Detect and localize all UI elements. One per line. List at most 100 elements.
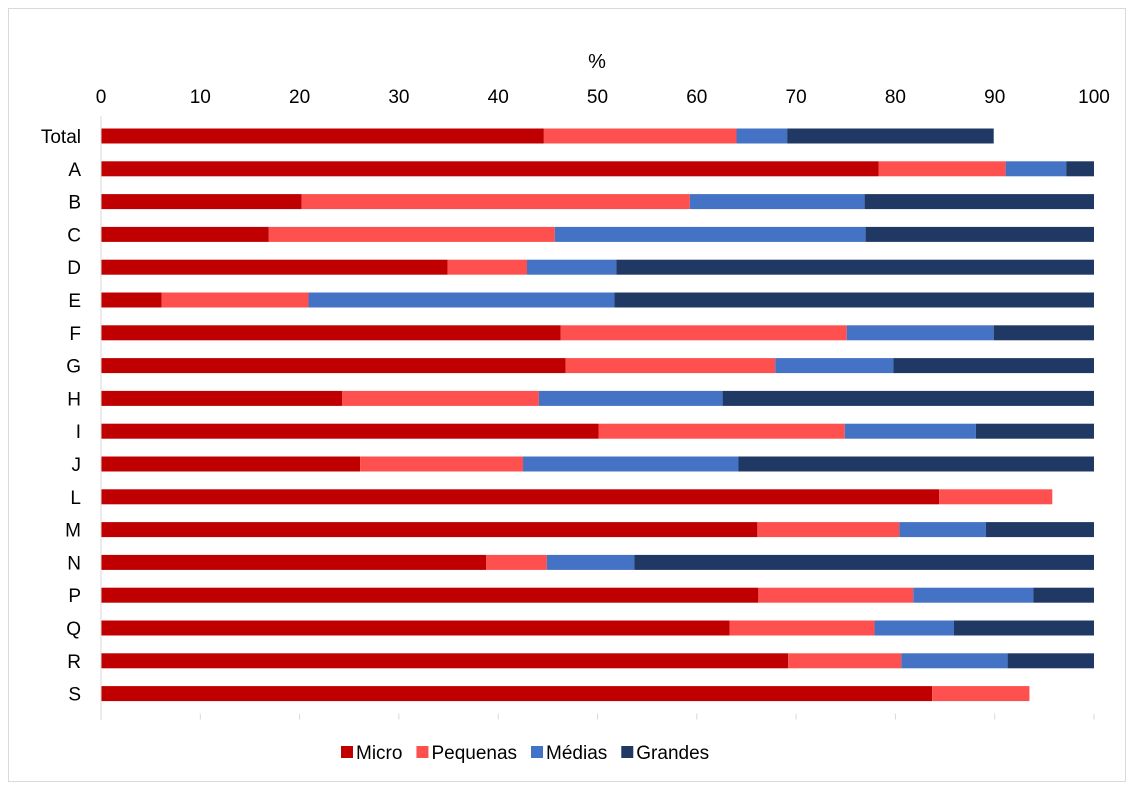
stacked-bar-chart: % 0 10 20 30 40 50 60 70 80 90 100 Total ABCDEFGHIJ… (41, 51, 1110, 764)
bar-segment-pequenas (268, 226, 555, 242)
bar-segment-micro (101, 128, 544, 144)
bar-segment-micro (101, 226, 269, 242)
bar-segment-grandes (993, 325, 1094, 341)
x-axis-ticks (100, 713, 1095, 720)
bar-segment-pequenas (758, 587, 914, 603)
bar-segment-grandes (953, 620, 1094, 636)
legend-label: Pequenas (431, 743, 517, 764)
x-tick-label: 60 (686, 87, 707, 108)
bar-segment-pequenas (486, 554, 547, 570)
bar-segment-pequenas (932, 686, 1030, 702)
category-label: Q (66, 619, 81, 640)
chart-frame: % 0 10 20 30 40 50 60 70 80 90 100 Total A B C D E F G H I J… (8, 8, 1126, 782)
bar-segment-micro (101, 686, 933, 702)
bar-segment-grandes (722, 390, 1094, 406)
bar-segment-pequenas (757, 522, 900, 538)
bar-segment-m-dias (844, 423, 976, 439)
bar-segment-m-dias (874, 620, 954, 636)
category-label: B (68, 193, 81, 214)
category-label: J (72, 455, 82, 476)
bar-segment-grandes (634, 554, 1094, 570)
bar-segment-m-dias (546, 554, 635, 570)
category-label: P (68, 586, 81, 607)
bar-segment-micro (101, 292, 162, 308)
bar-segment-grandes (865, 226, 1094, 242)
bar-segment-m-dias (1005, 161, 1067, 177)
bar-segment-micro (101, 489, 940, 505)
category-label: I (76, 422, 81, 443)
bar-segment-micro (101, 390, 343, 406)
bar-segment-m-dias (538, 390, 723, 406)
legend-label: Grandes (636, 743, 709, 764)
category-label: H (67, 389, 81, 410)
category-label: Total (41, 127, 81, 148)
bar-segment-pequenas (447, 259, 527, 275)
category-label: L (70, 488, 81, 509)
bar-segment-micro (101, 423, 599, 439)
bar-segment-m-dias (775, 358, 894, 374)
x-tick-label: 100 (1078, 87, 1110, 108)
bar-segment-m-dias (901, 653, 1008, 669)
x-tick-labels: 0 10 20 30 40 50 60 70 80 90 100 (96, 87, 1110, 108)
bar-segment-pequenas (342, 390, 539, 406)
category-label: D (67, 258, 81, 279)
bar-segment-grandes (893, 358, 1094, 374)
bar-segment-grandes (1066, 161, 1094, 177)
bar-segment-micro (101, 325, 561, 341)
category-label: N (67, 553, 81, 574)
x-tick-label: 10 (190, 87, 211, 108)
bar-segment-m-dias (736, 128, 788, 144)
bar-segment-micro (101, 161, 879, 177)
bar-segment-micro (101, 653, 789, 669)
bar-segment-micro (101, 620, 730, 636)
category-label: R (67, 652, 81, 673)
bar-segment-pequenas (878, 161, 1006, 177)
legend: Micro Pequenas Médias Grandes (341, 743, 709, 764)
bar-segment-grandes (738, 456, 1094, 472)
bar-segment-m-dias (523, 456, 739, 472)
category-label: F (69, 324, 81, 345)
x-tick-label: 80 (885, 87, 906, 108)
x-tick-label: 50 (587, 87, 608, 108)
bar-segment-micro (101, 522, 758, 538)
legend-swatch (531, 746, 544, 758)
bar-segment-m-dias (899, 522, 986, 538)
bar-segment-micro (101, 194, 302, 210)
bar-segment-m-dias (913, 587, 1034, 603)
bar-segment-pequenas (360, 456, 524, 472)
bar-segment-m-dias (526, 259, 617, 275)
bar-segment-m-dias (846, 325, 994, 341)
x-tick-label: 40 (488, 87, 509, 108)
category-label: E (68, 291, 81, 312)
bars (101, 128, 1094, 702)
bar-segment-micro (101, 358, 566, 374)
bar-segment-pequenas (598, 423, 845, 439)
legend-swatch (416, 746, 429, 758)
category-label: S (68, 685, 81, 706)
bar-segment-grandes (787, 128, 994, 144)
bar-segment-m-dias (689, 194, 865, 210)
bar-segment-micro (101, 456, 361, 472)
bar-segment-pequenas (939, 489, 1053, 505)
bar-segment-grandes (614, 292, 1094, 308)
bar-segment-pequenas (161, 292, 309, 308)
category-label: A (68, 160, 81, 181)
bar-segment-grandes (1033, 587, 1094, 603)
bar-segment-grandes (985, 522, 1094, 538)
x-axis-title: % (588, 51, 606, 73)
category-label: M (65, 521, 81, 542)
legend-swatch (621, 746, 634, 758)
bar-segment-micro (101, 259, 448, 275)
bar-segment-pequenas (788, 653, 902, 669)
bar-segment-pequenas (301, 194, 690, 210)
bar-segment-pequenas (543, 128, 737, 144)
category-label: G (66, 357, 81, 378)
x-tick-label: 20 (289, 87, 310, 108)
x-tick-label: 0 (96, 87, 107, 108)
bar-segment-pequenas (729, 620, 875, 636)
legend-swatch (341, 746, 353, 758)
legend-label: Micro (356, 743, 402, 764)
bar-segment-pequenas (565, 358, 776, 374)
bar-segment-grandes (864, 194, 1094, 210)
